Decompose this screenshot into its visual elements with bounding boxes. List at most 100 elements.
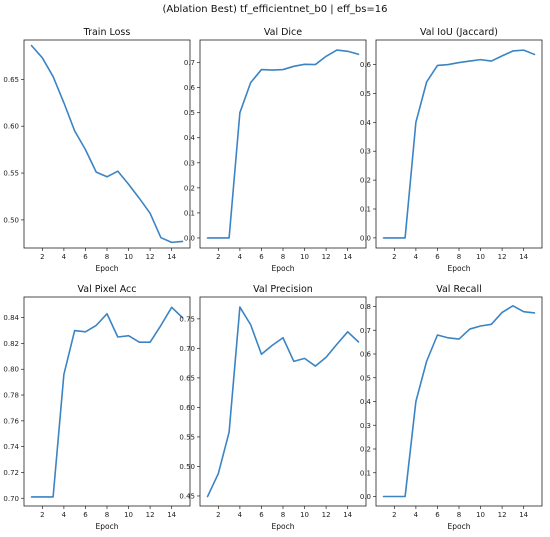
val-dice-plot-area bbox=[199, 39, 367, 249]
train-loss-ytick-label: 0.55 bbox=[3, 170, 19, 178]
val-iou-jaccard-data-point bbox=[404, 237, 406, 239]
val-recall-data-point bbox=[480, 325, 482, 327]
val-pixel-acc-data-point bbox=[52, 496, 54, 498]
val-dice-ytick-label: 0.2 bbox=[184, 184, 195, 192]
train-loss-data-point bbox=[138, 197, 140, 199]
val-iou-jaccard-ytick-label: 0.0 bbox=[360, 234, 371, 242]
train-loss-data-point bbox=[85, 149, 87, 151]
train-loss-data-point bbox=[149, 212, 151, 214]
val-pixel-acc-xtick-label: 2 bbox=[40, 511, 44, 519]
val-pixel-acc-panel: Val Pixel Acc 2 4 6 8 10 12 14 0.70 0.72 0.74 0.76 0… bbox=[3, 284, 191, 531]
val-pixel-acc-data-point bbox=[128, 335, 130, 337]
val-precision-xtick-label: 4 bbox=[238, 511, 243, 519]
val-precision-panel: Val Precision 2 4 6 8 10 12 14 0.45 0.50 0.55 0.60 0… bbox=[179, 284, 367, 531]
val-recall-xtick-label: 4 bbox=[414, 511, 419, 519]
train-loss-data-point bbox=[31, 45, 33, 47]
train-loss-data-point bbox=[52, 76, 54, 78]
val-dice-ytick-label: 0.7 bbox=[184, 59, 195, 67]
val-dice-data-point bbox=[207, 237, 209, 239]
val-dice-xtick-label: 10 bbox=[300, 253, 309, 261]
val-pixel-acc-title: Val Pixel Acc bbox=[77, 284, 136, 295]
val-pixel-acc-xlabel: Epoch bbox=[96, 522, 119, 531]
val-pixel-acc-ytick-label: 0.70 bbox=[3, 495, 19, 503]
train-loss-ytick-label: 0.65 bbox=[3, 76, 19, 84]
val-pixel-acc-data-point bbox=[41, 496, 43, 498]
val-iou-jaccard-data-point bbox=[512, 50, 514, 52]
val-iou-jaccard-data-point bbox=[437, 65, 439, 67]
val-pixel-acc-xtick-label: 14 bbox=[167, 511, 176, 519]
val-pixel-acc-ytick-label: 0.82 bbox=[3, 340, 19, 348]
val-precision-xtick-label: 6 bbox=[259, 511, 264, 519]
val-recall-data-point bbox=[458, 338, 460, 340]
val-dice-xtick-label: 6 bbox=[259, 253, 264, 261]
val-iou-jaccard-ytick-label: 0.5 bbox=[360, 90, 371, 98]
val-dice-data-point bbox=[271, 69, 273, 71]
val-iou-jaccard-xtick-label: 2 bbox=[392, 253, 396, 261]
val-precision-data-point bbox=[304, 358, 306, 360]
val-precision-xtick-label: 2 bbox=[216, 511, 220, 519]
val-pixel-acc-xtick-label: 8 bbox=[105, 511, 109, 519]
val-pixel-acc-xtick-label: 4 bbox=[62, 511, 67, 519]
val-precision-data-point bbox=[250, 324, 252, 326]
val-precision-xtick-label: 14 bbox=[343, 511, 352, 519]
val-precision-xlabel: Epoch bbox=[272, 522, 295, 531]
val-recall-data-point bbox=[437, 334, 439, 336]
val-recall-xtick-label: 2 bbox=[392, 511, 396, 519]
val-pixel-acc-series-line bbox=[30, 306, 184, 498]
val-recall-xtick-label: 14 bbox=[519, 511, 528, 519]
val-precision-data-point bbox=[336, 343, 338, 345]
val-iou-jaccard-data-point bbox=[534, 54, 536, 56]
val-precision-data-point bbox=[228, 431, 230, 433]
val-iou-jaccard-data-point bbox=[480, 59, 482, 61]
train-loss-data-point bbox=[41, 57, 43, 59]
val-iou-jaccard-data-point bbox=[490, 60, 492, 62]
val-recall-xtick-label: 8 bbox=[457, 511, 461, 519]
val-recall-ytick-label: 0.0 bbox=[360, 493, 371, 501]
val-dice-data-point bbox=[314, 64, 316, 66]
val-precision-xtick-label: 10 bbox=[300, 511, 309, 519]
train-loss-ytick-label: 0.60 bbox=[3, 123, 19, 131]
val-dice-ytick-label: 0.4 bbox=[184, 134, 196, 142]
val-pixel-acc-xtick-label: 10 bbox=[124, 511, 133, 519]
val-precision-ytick-label: 0.65 bbox=[179, 374, 195, 382]
val-precision-data-point bbox=[325, 356, 327, 358]
val-iou-jaccard-data-point bbox=[523, 49, 525, 51]
val-dice-data-point bbox=[304, 63, 306, 65]
val-precision-data-point bbox=[293, 360, 295, 362]
val-precision-data-point bbox=[347, 331, 349, 333]
val-dice-ytick-label: 0.0 bbox=[184, 234, 195, 242]
val-dice-xtick-label: 14 bbox=[343, 253, 352, 261]
train-loss-data-point bbox=[128, 183, 130, 185]
val-dice-xtick-label: 8 bbox=[281, 253, 285, 261]
val-pixel-acc-data-point bbox=[138, 341, 140, 343]
train-loss-xtick-label: 4 bbox=[62, 253, 67, 261]
val-iou-jaccard-xlabel: Epoch bbox=[448, 264, 471, 273]
val-recall-ytick-label: 0.6 bbox=[360, 351, 372, 359]
val-dice-panel: Val Dice 2 4 6 8 10 12 14 0.0 0.1 0.2 0.3 0.4 0.5 0.6 0… bbox=[184, 27, 367, 273]
train-loss-data-point bbox=[63, 102, 65, 104]
val-recall-ytick-label: 0.3 bbox=[360, 422, 371, 430]
val-dice-series-line bbox=[206, 49, 360, 239]
val-pixel-acc-data-point bbox=[85, 331, 87, 333]
val-iou-jaccard-xtick-label: 4 bbox=[414, 253, 419, 261]
val-iou-jaccard-ytick-label: 0.6 bbox=[360, 61, 372, 69]
train-loss-data-point bbox=[171, 241, 173, 243]
val-dice-data-point bbox=[250, 82, 252, 84]
val-pixel-acc-data-point bbox=[63, 374, 65, 376]
val-dice-ytick-label: 0.6 bbox=[184, 84, 196, 92]
train-loss-xtick-label: 12 bbox=[146, 253, 155, 261]
val-recall-ytick-label: 0.8 bbox=[360, 303, 371, 311]
val-precision-series-line bbox=[206, 306, 360, 498]
val-dice-title: Val Dice bbox=[264, 27, 302, 38]
val-precision-plot-area bbox=[199, 296, 367, 507]
val-pixel-acc-data-point bbox=[149, 341, 151, 343]
val-dice-xtick-label: 2 bbox=[216, 253, 220, 261]
train-loss-title: Train Loss bbox=[83, 27, 131, 38]
val-iou-jaccard-xtick-label: 10 bbox=[476, 253, 485, 261]
val-precision-xtick-label: 8 bbox=[281, 511, 285, 519]
val-precision-ytick-label: 0.50 bbox=[179, 463, 195, 471]
train-loss-ytick-label: 0.50 bbox=[3, 216, 19, 224]
val-dice-data-point bbox=[336, 49, 338, 51]
val-precision-data-point bbox=[282, 337, 284, 339]
